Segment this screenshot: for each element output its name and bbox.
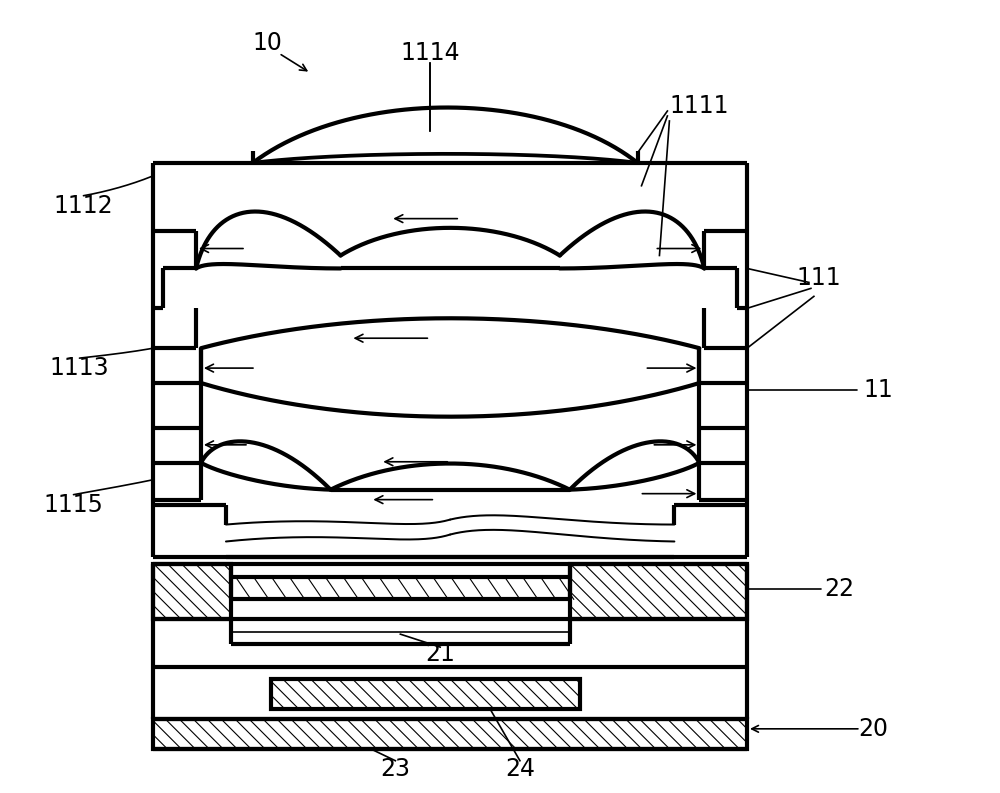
- Text: 24: 24: [505, 757, 535, 780]
- Text: 22: 22: [824, 577, 854, 601]
- Text: 1115: 1115: [44, 492, 103, 516]
- Text: 1112: 1112: [54, 193, 113, 217]
- Text: 23: 23: [380, 757, 410, 780]
- Text: 1111: 1111: [669, 94, 729, 118]
- Text: 1114: 1114: [400, 41, 460, 65]
- Text: 11: 11: [864, 378, 894, 402]
- Bar: [153, 719, 747, 749]
- Text: 1113: 1113: [50, 356, 109, 380]
- Text: 10: 10: [253, 31, 283, 56]
- Text: 20: 20: [859, 717, 889, 741]
- Text: 111: 111: [797, 266, 841, 290]
- Bar: [153, 565, 231, 619]
- Bar: [271, 679, 580, 709]
- Text: 21: 21: [425, 642, 455, 666]
- Bar: [570, 565, 747, 619]
